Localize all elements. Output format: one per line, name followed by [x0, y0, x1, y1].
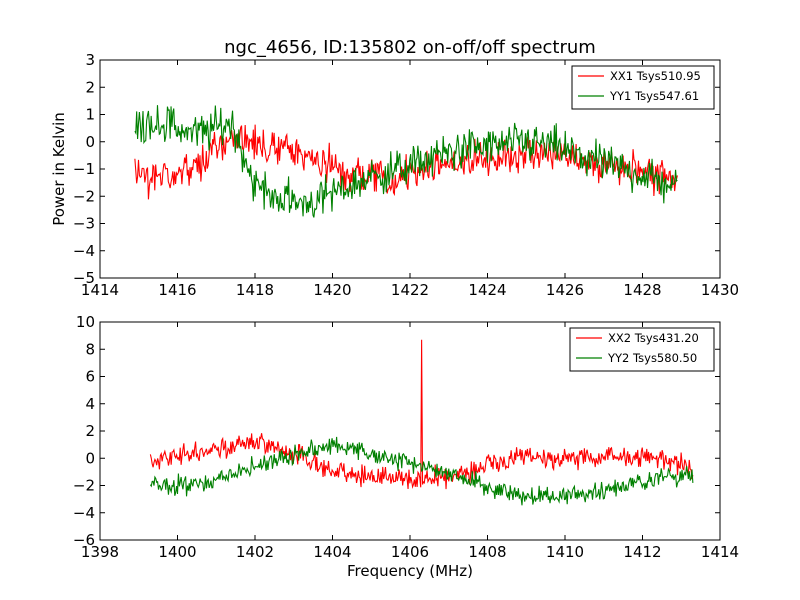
y-tick-label: −2	[73, 187, 95, 205]
y-tick-label: −5	[73, 269, 95, 287]
y-tick-label: 8	[85, 340, 95, 358]
y-tick-label: −1	[73, 160, 95, 178]
y-tick-label: 2	[85, 78, 95, 96]
top-plot-ticks: 1414 1416 1418 1420 1422 1424 1426 1428 1430 3 2 1 0…	[73, 51, 739, 299]
y-tick-label: −6	[73, 531, 95, 549]
series-line-yy2	[149, 436, 694, 506]
x-axis-label: Frequency (MHz)	[347, 562, 473, 580]
y-axis-label: Power in Kelvin	[50, 112, 68, 226]
top-plot: 1414 1416 1418 1420 1422 1424 1426 1428 1430 3 2 1 0…	[50, 51, 739, 299]
y-tick-label: 6	[85, 368, 95, 386]
series-line-xx1	[134, 124, 678, 200]
x-tick-label: 1414	[701, 543, 739, 561]
y-tick-label: 0	[85, 133, 95, 151]
x-tick-label: 1430	[701, 281, 739, 299]
y-tick-label: −3	[73, 215, 95, 233]
y-tick-label: 2	[85, 422, 95, 440]
x-tick-label: 1404	[313, 543, 351, 561]
y-tick-label: 3	[85, 51, 95, 69]
x-tick-label: 1424	[468, 281, 506, 299]
x-tick-label: 1414	[81, 281, 119, 299]
y-tick-label: 4	[85, 395, 95, 413]
top-plot-frame	[99, 59, 721, 279]
x-tick-label: 1410	[546, 543, 584, 561]
y-tick-label: −4	[73, 242, 95, 260]
bottom-plot-legend: XX2 Tsys431.20 YY2 Tsys580.50	[569, 327, 715, 372]
series-line-xx2	[149, 339, 694, 490]
y-tick-label: 1	[85, 106, 95, 124]
chart-title: ngc_4656, ID:135802 on-off/off spectrum	[224, 37, 596, 58]
x-tick-label: 1400	[158, 543, 196, 561]
y-tick-label: −4	[73, 504, 95, 522]
legend-label-xx1: XX1 Tsys510.95	[610, 69, 701, 83]
top-plot-series	[134, 105, 678, 218]
series-line-yy1	[134, 105, 678, 218]
y-tick-label: −2	[73, 477, 95, 495]
x-tick-label: 1412	[623, 543, 661, 561]
legend-box	[571, 65, 715, 110]
bottom-plot-series	[149, 339, 694, 506]
x-tick-label: 1422	[391, 281, 429, 299]
x-tick-label: 1428	[623, 281, 661, 299]
x-tick-label: 1408	[468, 543, 506, 561]
top-plot-legend: XX1 Tsys510.95 YY1 Tsys547.61	[571, 65, 715, 110]
legend-label-yy2: YY2 Tsys580.50	[607, 351, 697, 365]
y-tick-label: 10	[76, 313, 95, 331]
x-tick-label: 1420	[313, 281, 351, 299]
bottom-plot-frame	[99, 321, 721, 541]
legend-box	[569, 327, 715, 372]
x-tick-label: 1418	[236, 281, 274, 299]
x-tick-label: 1426	[546, 281, 584, 299]
x-tick-label: 1398	[81, 543, 119, 561]
legend-label-yy1: YY1 Tsys547.61	[609, 89, 699, 103]
x-tick-label: 1416	[158, 281, 196, 299]
legend-label-xx2: XX2 Tsys431.20	[608, 331, 699, 345]
bottom-plot: 1398 1400 1402 1404 1406 1408 1410 1412 1414 10 8 6…	[73, 313, 739, 580]
x-tick-label: 1402	[236, 543, 274, 561]
bottom-plot-ticks: 1398 1400 1402 1404 1406 1408 1410 1412 1414 10 8 6…	[73, 313, 739, 561]
y-tick-label: 0	[85, 449, 95, 467]
x-tick-label: 1406	[391, 543, 429, 561]
